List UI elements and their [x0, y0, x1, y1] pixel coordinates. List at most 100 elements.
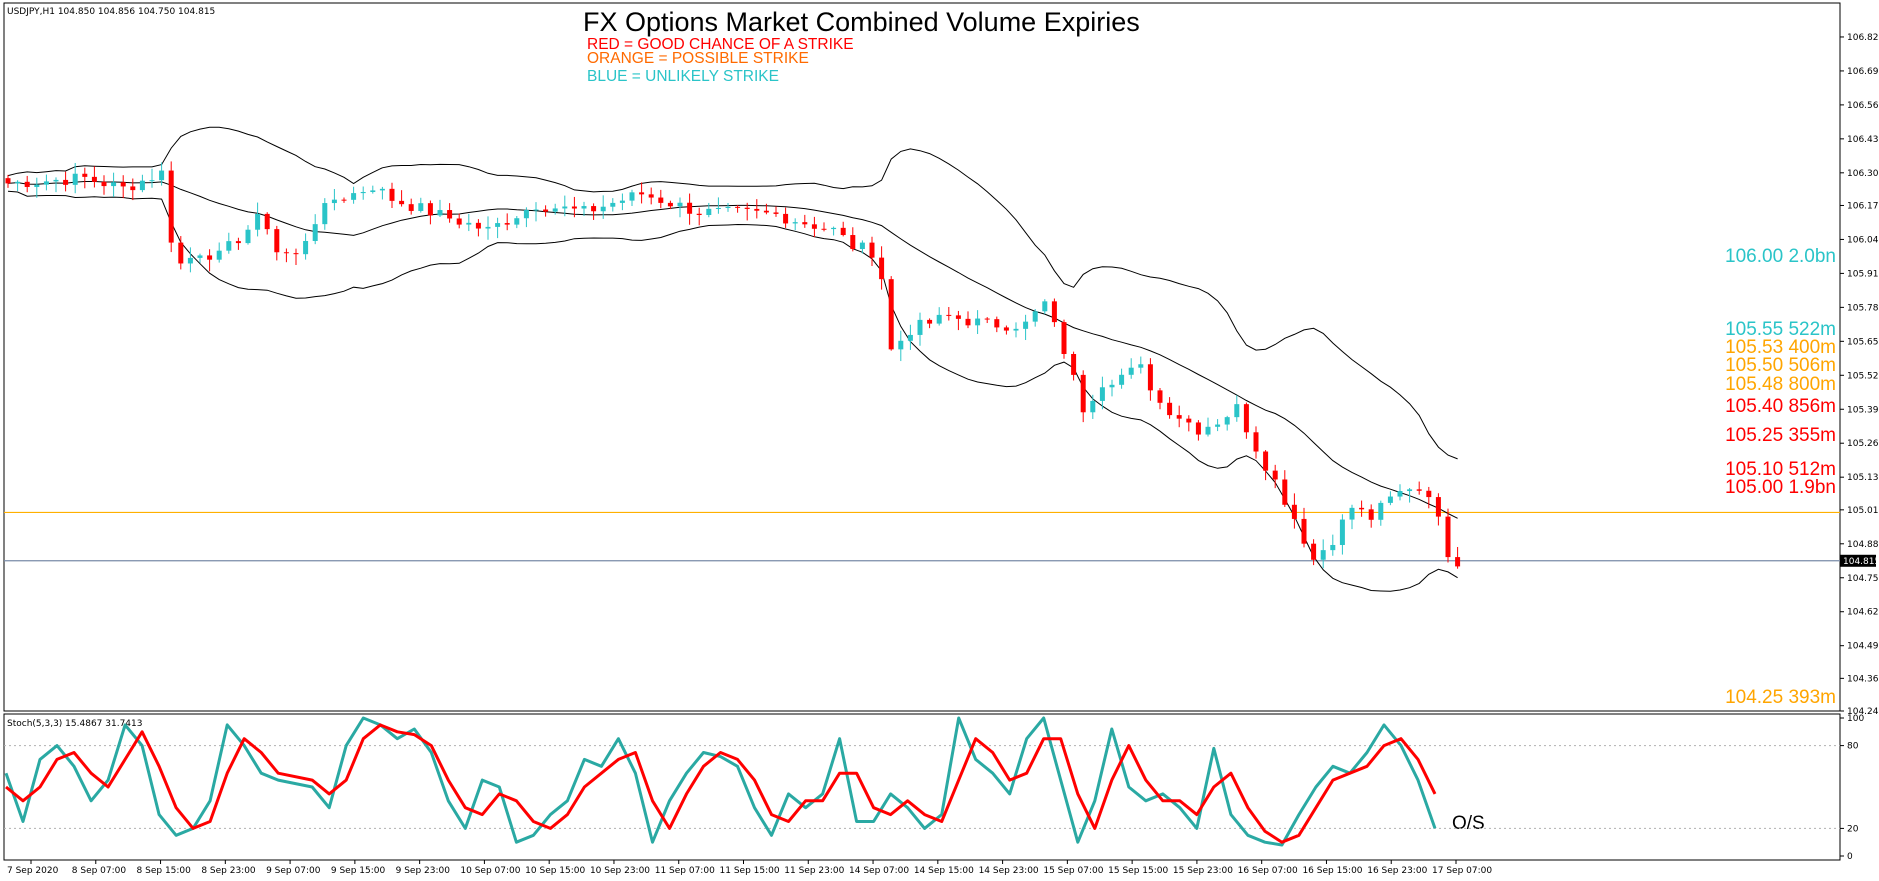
candle [370, 185, 376, 194]
candle [677, 197, 683, 218]
candle-body [648, 194, 654, 198]
candle [226, 232, 232, 254]
candle-body [216, 250, 222, 260]
bollinger-middle-band [7, 181, 1458, 519]
candle [1339, 514, 1345, 555]
time-tick-label: 15 Sep 23:00 [1173, 866, 1233, 876]
stoch-panel-frame [3, 713, 1841, 861]
candle [456, 213, 462, 229]
candle-body [1215, 424, 1221, 427]
candle [744, 202, 750, 221]
time-tick-label: 9 Sep 07:00 [266, 866, 321, 876]
candle-body [1253, 432, 1259, 452]
strike-label: 105.55 522m [1725, 319, 1836, 340]
legend-orange: ORANGE = POSSIBLE STRIKE [587, 50, 809, 67]
candle [850, 227, 856, 252]
candle-body [1167, 402, 1173, 416]
candle [207, 249, 213, 272]
candle [792, 218, 798, 231]
candle [888, 276, 894, 351]
candle-body [821, 228, 827, 230]
candle [1051, 298, 1057, 327]
candle [1320, 539, 1326, 569]
candle [111, 172, 117, 197]
candle [687, 193, 693, 225]
candle [322, 198, 328, 230]
candle [504, 213, 510, 231]
candle [341, 197, 347, 203]
candle [5, 174, 11, 188]
candle [619, 193, 625, 211]
candle-body [495, 223, 501, 227]
candle-body [159, 170, 165, 181]
candle-body [130, 186, 136, 191]
candle-body [965, 318, 971, 326]
candle [946, 307, 952, 321]
price-tick-label: 105.655 [1847, 337, 1879, 347]
candle-body [1176, 415, 1182, 419]
chart-title: FX Options Market Combined Volume Expiri… [583, 7, 1140, 37]
candle [811, 216, 817, 238]
candle-body [1032, 311, 1038, 322]
candle [53, 177, 59, 193]
candle [1157, 387, 1163, 410]
candle-body [783, 213, 789, 224]
candle [725, 202, 731, 212]
candle-body [91, 176, 97, 182]
candle [178, 236, 184, 270]
candle [437, 199, 443, 218]
candle [1071, 351, 1077, 381]
candle [1023, 314, 1029, 341]
stoch-tick-label: 80 [1847, 742, 1859, 752]
candle-body [1330, 544, 1336, 551]
candle-body [1090, 400, 1096, 413]
candle [1099, 376, 1105, 410]
candle [523, 207, 529, 228]
strike-label: 104.25 393m [1725, 687, 1836, 708]
candle-body [485, 226, 491, 229]
candle-body [399, 200, 405, 205]
candle [581, 201, 587, 216]
candle [1032, 309, 1038, 327]
candle [543, 205, 549, 217]
candle [754, 199, 760, 219]
price-tick-label: 104.750 [1847, 574, 1879, 584]
candle-body [677, 202, 683, 207]
time-tick-label: 10 Sep 07:00 [460, 866, 520, 876]
price-tick-label: 104.365 [1847, 674, 1879, 684]
candle [984, 317, 990, 324]
candle [879, 246, 885, 290]
strike-label: 105.00 1.9bn [1725, 477, 1836, 498]
time-tick-label: 15 Sep 15:00 [1108, 866, 1168, 876]
candle [91, 166, 97, 188]
candle-body [936, 314, 942, 324]
candle [235, 237, 241, 250]
candle-body [82, 173, 88, 177]
candle-body [427, 203, 433, 216]
candle [1061, 319, 1067, 359]
candle-body [24, 181, 30, 187]
candle [389, 182, 395, 208]
candle [1349, 504, 1355, 530]
candle [159, 162, 165, 186]
candle-body [984, 318, 990, 320]
candle-body [1349, 507, 1355, 520]
candle-body [1339, 519, 1345, 545]
legend-blue: BLUE = UNLIKELY STRIKE [587, 68, 779, 85]
candle [831, 226, 837, 236]
candle [591, 203, 597, 220]
candle [312, 214, 318, 245]
candle [283, 248, 289, 263]
candle [1455, 546, 1461, 569]
price-tick-label: 105.265 [1847, 439, 1879, 449]
candle [1003, 325, 1009, 335]
candle [120, 175, 126, 199]
candle [696, 207, 702, 226]
candle-body [552, 208, 558, 212]
candle [610, 198, 616, 212]
candle [783, 207, 789, 228]
candle-body [418, 203, 424, 211]
candle-body [408, 204, 414, 211]
candle-body [274, 229, 280, 253]
